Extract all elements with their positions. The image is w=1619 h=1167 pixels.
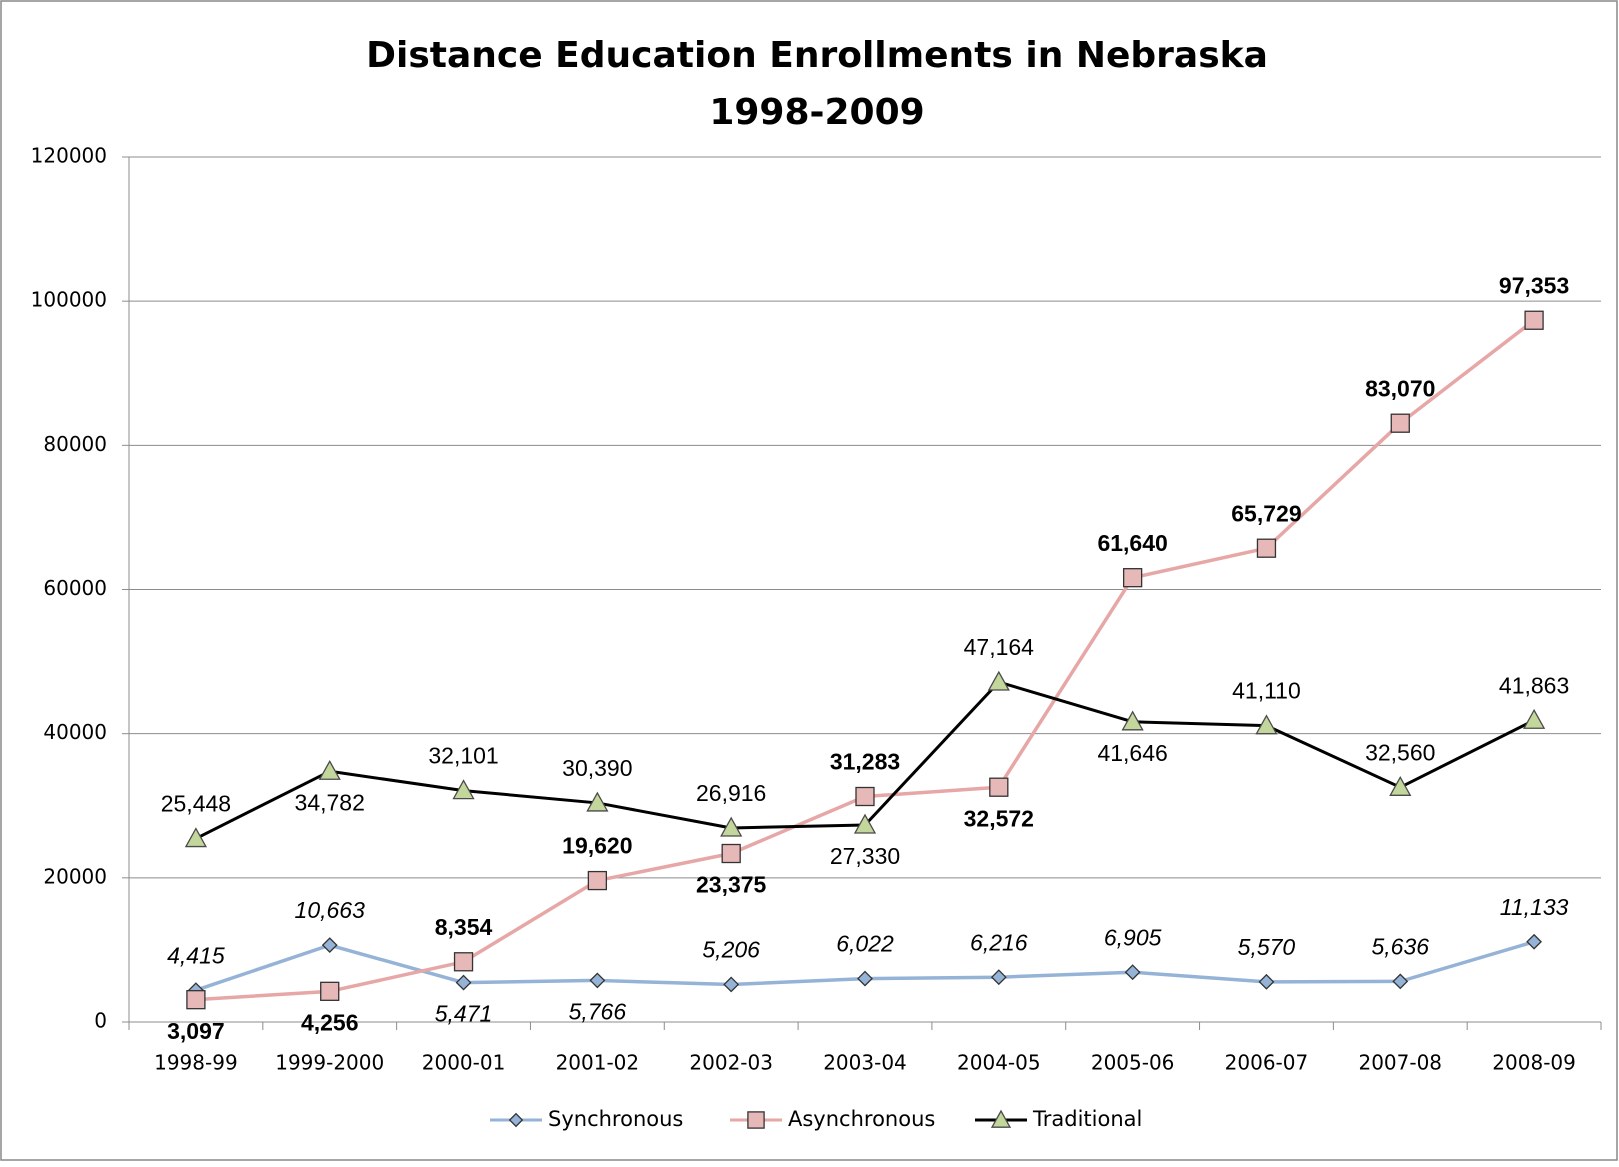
chart-title: Distance Education Enrollments in Nebras… xyxy=(366,35,1268,76)
x-tick-label: 2004-05 xyxy=(957,1051,1041,1075)
legend-label: Traditional xyxy=(1032,1107,1142,1131)
data-label: 32,560 xyxy=(1365,739,1435,765)
data-label: 4,415 xyxy=(167,942,225,968)
data-label: 3,097 xyxy=(167,1018,225,1044)
marker xyxy=(857,970,873,987)
marker xyxy=(721,843,741,864)
marker xyxy=(1122,568,1143,588)
marker xyxy=(1255,714,1278,735)
marker xyxy=(1258,973,1275,990)
y-tick-label: 60000 xyxy=(43,576,107,600)
marker xyxy=(1124,964,1141,981)
marker xyxy=(586,791,609,812)
data-label: 8,354 xyxy=(435,914,493,940)
data-label: 6,022 xyxy=(836,931,894,957)
marker xyxy=(184,827,208,848)
marker xyxy=(455,974,472,991)
y-tick-label: 0 xyxy=(94,1009,107,1033)
data-label: 5,570 xyxy=(1238,934,1296,960)
marker xyxy=(321,937,338,954)
y-tick-label: 120000 xyxy=(31,144,107,168)
marker xyxy=(186,990,206,1010)
data-label: 32,101 xyxy=(428,743,498,769)
y-tick-label: 40000 xyxy=(43,720,107,744)
data-label: 11,133 xyxy=(1500,894,1569,920)
marker xyxy=(453,952,474,972)
data-label: 27,330 xyxy=(830,843,900,869)
marker xyxy=(1389,775,1412,796)
data-label: 10,663 xyxy=(295,897,366,923)
marker xyxy=(853,813,877,834)
data-label: 19,620 xyxy=(562,833,632,859)
marker xyxy=(589,972,606,989)
marker xyxy=(990,969,1007,986)
data-label: 65,729 xyxy=(1231,500,1301,526)
marker xyxy=(1392,973,1409,990)
data-label: 25,448 xyxy=(161,791,231,817)
data-label: 31,283 xyxy=(830,749,900,775)
legend-label: Synchronous xyxy=(548,1107,683,1131)
marker xyxy=(747,1111,765,1129)
data-label: 34,782 xyxy=(295,789,365,815)
x-tick-label: 1999-2000 xyxy=(275,1051,384,1075)
marker xyxy=(1522,708,1546,729)
data-label: 83,070 xyxy=(1365,375,1435,401)
x-tick-label: 2002-03 xyxy=(689,1051,773,1075)
data-label: 4,256 xyxy=(301,1009,359,1035)
marker xyxy=(855,786,875,807)
data-label: 41,646 xyxy=(1097,740,1167,766)
data-label: 23,375 xyxy=(696,872,767,898)
data-label: 6,905 xyxy=(1104,924,1162,950)
x-tick-label: 2001-02 xyxy=(556,1051,640,1075)
data-label: 5,206 xyxy=(702,937,760,963)
marker xyxy=(318,759,341,780)
marker xyxy=(508,1112,524,1128)
x-tick-label: 2007-08 xyxy=(1358,1051,1442,1075)
marker xyxy=(587,870,608,891)
x-tick-label: 2008-09 xyxy=(1492,1051,1576,1075)
data-label: 41,110 xyxy=(1232,678,1301,704)
data-label: 5,766 xyxy=(569,999,627,1025)
y-tick-label: 100000 xyxy=(31,288,107,312)
chart-subtitle: 1998-2009 xyxy=(709,92,924,133)
marker xyxy=(452,779,475,800)
x-tick-label: 2006-07 xyxy=(1225,1051,1309,1075)
data-label: 30,390 xyxy=(562,755,632,781)
y-tick-label: 20000 xyxy=(43,864,107,888)
y-tick-label: 80000 xyxy=(43,432,107,456)
data-label: 5,636 xyxy=(1371,933,1429,959)
data-label: 61,640 xyxy=(1097,530,1167,556)
x-tick-label: 2003-04 xyxy=(823,1051,907,1075)
data-label: 5,471 xyxy=(435,1001,493,1027)
data-label: 32,572 xyxy=(964,805,1034,831)
marker xyxy=(1526,933,1543,950)
x-tick-label: 2005-06 xyxy=(1091,1051,1175,1075)
x-tick-label: 1998-99 xyxy=(154,1051,238,1075)
marker xyxy=(987,670,1010,691)
marker xyxy=(989,777,1009,797)
data-label: 97,353 xyxy=(1499,272,1569,298)
marker xyxy=(723,976,740,993)
marker xyxy=(320,981,340,1001)
legend-label: Asynchronous xyxy=(788,1107,935,1131)
data-label: 41,863 xyxy=(1499,672,1569,698)
data-label: 6,216 xyxy=(970,929,1028,955)
data-label: 47,164 xyxy=(964,634,1035,660)
marker xyxy=(720,816,743,837)
data-label: 26,916 xyxy=(696,780,766,806)
marker xyxy=(1121,710,1144,731)
marker xyxy=(1390,413,1410,433)
marker xyxy=(990,1109,1012,1128)
x-tick-label: 2000-01 xyxy=(422,1051,506,1075)
marker xyxy=(1524,310,1544,330)
marker xyxy=(1256,538,1277,558)
